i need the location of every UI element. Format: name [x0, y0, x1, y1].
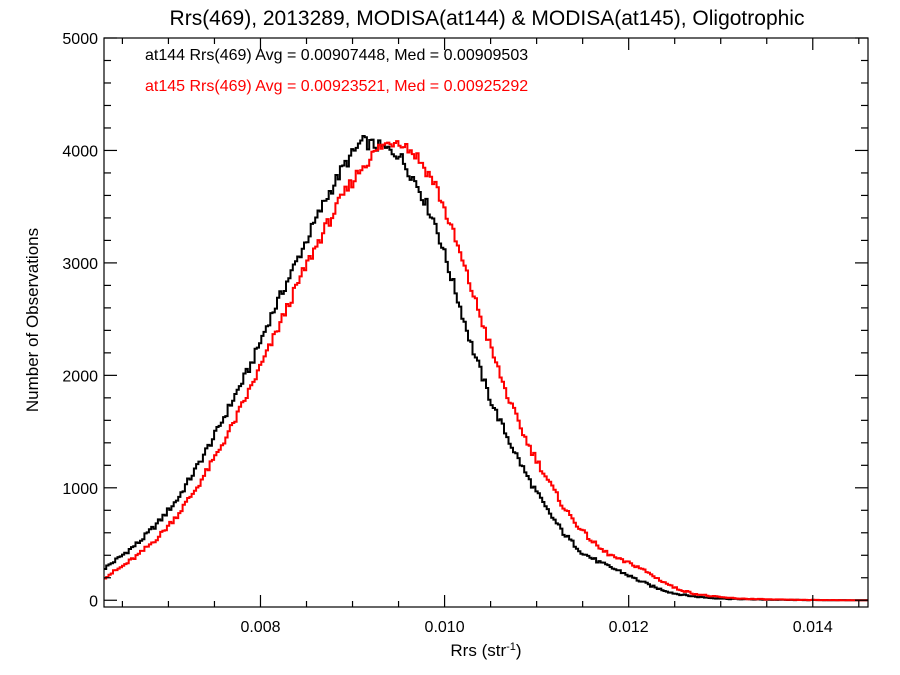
x-tick-label: 0.008	[240, 619, 280, 636]
y-axis: 0 1000 2000 3000 4000 5000	[62, 31, 868, 610]
plot-frame	[103, 37, 869, 608]
series-line-at145	[104, 140, 868, 602]
x-tick-label: 0.012	[609, 619, 649, 636]
y-axis-label: Number of Observations	[23, 228, 42, 412]
x-axis-label-main: Rrs (str	[450, 641, 506, 660]
x-tick-label: 0.014	[793, 619, 833, 636]
y-tick-label: 4000	[62, 143, 98, 160]
x-tick-label: 0.010	[425, 619, 465, 636]
y-tick-label: 5000	[62, 31, 98, 48]
x-axis-label-superscript: -1	[506, 641, 516, 653]
x-axis: 0.008 0.010 0.012 0.014	[121, 38, 860, 636]
x-axis-label-end: )	[516, 641, 522, 660]
y-tick-label: 2000	[62, 368, 98, 385]
annotation-at145: at145 Rrs(469) Avg = 0.00923521, Med = 0…	[145, 78, 528, 95]
series-layer	[104, 135, 868, 602]
chart-title: Rrs(469), 2013289, MODISA(at144) & MODIS…	[170, 7, 805, 30]
y-tick-label: 1000	[62, 481, 98, 498]
series-line-at144	[104, 135, 868, 602]
y-tick-label: 3000	[62, 256, 98, 273]
y-tick-label: 0	[89, 593, 98, 610]
annotation-at144: at144 Rrs(469) Avg = 0.00907448, Med = 0…	[145, 47, 528, 64]
x-axis-label: Rrs (str-1)	[450, 641, 521, 660]
